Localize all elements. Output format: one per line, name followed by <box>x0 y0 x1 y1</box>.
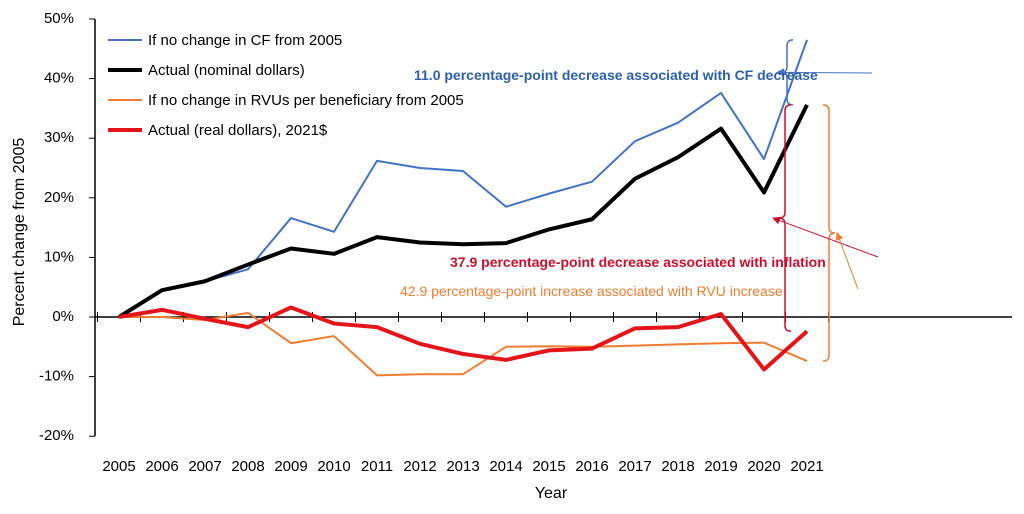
legend-label-cf: If no change in CF from 2005 <box>148 32 342 49</box>
x-tick-label: 2005 <box>102 458 135 475</box>
x-tick-label: 2008 <box>231 458 264 475</box>
legend-label-rvu: If no change in RVUs per beneficiary fro… <box>148 92 464 109</box>
legend: If no change in CF from 2005 Actual (nom… <box>108 32 464 139</box>
y-tick-label: -20% <box>39 427 74 444</box>
x-tick-label: 2012 <box>403 458 436 475</box>
y-tick-label: 10% <box>44 248 74 265</box>
x-tick-label: 2017 <box>618 458 651 475</box>
series-line-2 <box>119 311 808 377</box>
x-tick-label: 2006 <box>145 458 178 475</box>
x-tick-label: 2016 <box>575 458 608 475</box>
x-tick-label: 2015 <box>532 458 565 475</box>
x-tick-label: 2018 <box>661 458 694 475</box>
y-tick-label: 20% <box>44 189 74 206</box>
y-axis-title: Percent change from 2005 <box>11 138 28 327</box>
x-tick-label: 2010 <box>317 458 350 475</box>
series-line-0 <box>118 39 808 318</box>
y-tick-label: 30% <box>44 129 74 146</box>
legend-label-real: Actual (real dollars), 2021$ <box>148 122 328 139</box>
series-line-3 <box>118 305 809 372</box>
annotation-brackets <box>772 39 879 362</box>
series-line-1 <box>117 103 809 319</box>
series-lines <box>117 39 809 377</box>
annotation-cf-decrease: 11.0 percentage-point decrease associate… <box>414 67 818 83</box>
annotation-inflation-decrease: 37.9 percentage-point decrease associate… <box>450 254 826 270</box>
x-tick-label: 2007 <box>188 458 221 475</box>
axes: -20% -10% 0% 10% 20% 30% 40% 50% 2005 2006 2007 200… <box>39 10 1012 475</box>
annotation-rvu-increase: 42.9 percentage-point increase associate… <box>400 283 783 299</box>
y-tick-label: -10% <box>39 368 74 385</box>
x-tick-label: 2011 <box>361 458 393 475</box>
legend-label-nominal: Actual (nominal dollars) <box>148 62 305 79</box>
bracket-rvu <box>822 104 836 362</box>
arrow-inflation <box>772 216 879 258</box>
x-tick-label: 2021 <box>790 458 823 475</box>
x-axis-title: Year <box>535 485 568 502</box>
x-tick-label: 2019 <box>704 458 737 475</box>
x-tick-label: 2014 <box>489 458 522 475</box>
x-tick-label: 2009 <box>274 458 307 475</box>
x-tick-label: 2020 <box>747 458 780 475</box>
y-tick-label: 40% <box>44 70 74 87</box>
y-tick-label: 50% <box>44 10 74 27</box>
arrow-cf <box>776 68 873 77</box>
y-tick-label: 0% <box>52 308 74 325</box>
x-tick-label: 2013 <box>446 458 479 475</box>
arrow-rvu <box>835 232 859 290</box>
